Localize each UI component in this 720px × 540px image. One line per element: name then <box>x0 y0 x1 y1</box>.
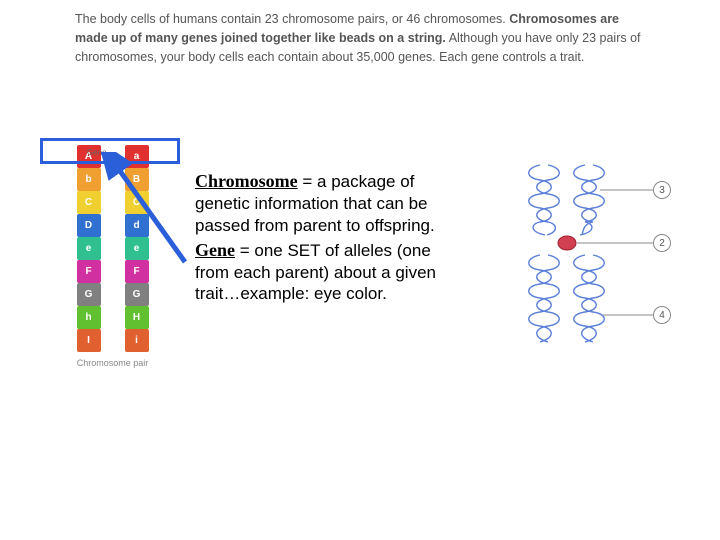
pointer-arrow <box>100 152 200 272</box>
gene-definition: Gene = one SET of alleles (one from each… <box>195 239 450 306</box>
gene-segment: G <box>77 283 101 306</box>
callout-3: 3 <box>653 181 671 199</box>
gene-segment: i <box>125 329 149 352</box>
header-line1: The body cells of humans contain 23 chro… <box>75 12 506 26</box>
chromosome-term: Chromosome <box>195 171 298 191</box>
gene-segment: h <box>77 306 101 329</box>
gene-highlight-box <box>40 138 180 164</box>
gene-segment: G <box>125 283 149 306</box>
gene-segment: D <box>77 214 101 237</box>
definitions-block: Chromosome = a package of genetic inform… <box>195 170 450 307</box>
gene-segment: C <box>77 191 101 214</box>
gene-segment: e <box>77 237 101 260</box>
gene-segment: b <box>77 168 101 191</box>
chromosome-structure-diagram: 3 2 4 <box>485 150 685 370</box>
gene-segment: H <box>125 306 149 329</box>
gene-segment: F <box>77 260 101 283</box>
header-paragraph: The body cells of humans contain 23 chro… <box>75 10 655 66</box>
callout-2: 2 <box>653 234 671 252</box>
chromosome-left: AbCDeFGhI <box>77 145 101 352</box>
chromosome-definition: Chromosome = a package of genetic inform… <box>195 170 450 237</box>
chromosome-pair-caption: Chromosome pair <box>55 358 170 368</box>
callout-4: 4 <box>653 306 671 324</box>
gene-term: Gene <box>195 240 235 260</box>
gene-segment: I <box>77 329 101 352</box>
